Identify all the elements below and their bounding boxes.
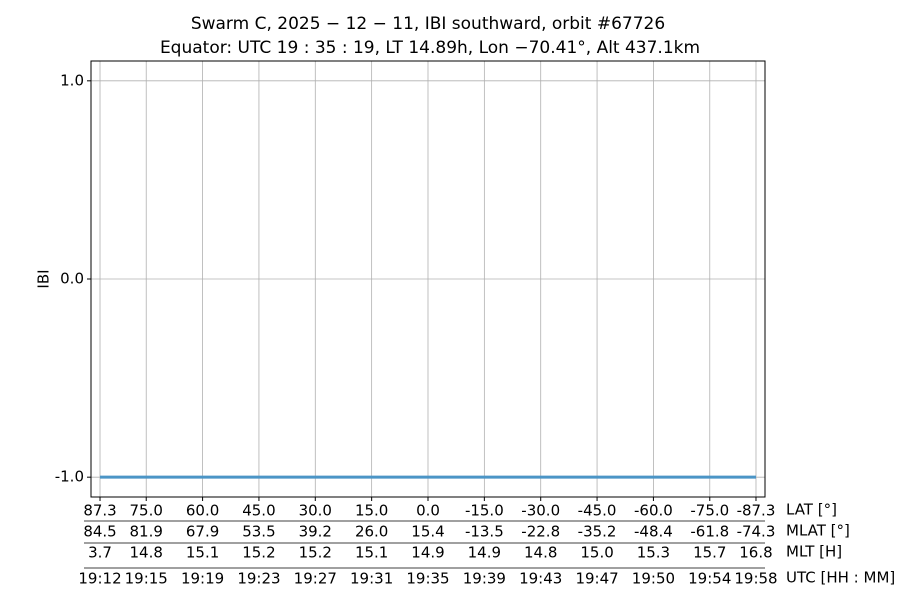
row-tick-label: 15.2 [242, 544, 275, 562]
x-tick-label: 0.0 [416, 502, 440, 520]
row-tick-label: 81.9 [130, 523, 163, 541]
y-tick-label: 1.0 [60, 71, 84, 89]
chart-subtitle: Equator: UTC 19 : 35 : 19, LT 14.89h, Lo… [160, 38, 700, 58]
x-tick-label: 30.0 [299, 502, 332, 520]
x-axis-label: LAT [°] [786, 501, 837, 519]
row-tick-label: 14.9 [468, 544, 501, 562]
row-tick-label: 15.1 [355, 544, 388, 562]
row-tick-label: 53.5 [242, 523, 275, 541]
row-tick-label: 15.0 [580, 544, 613, 562]
row-tick-label: 14.8 [524, 544, 557, 562]
row-tick-label: 15.3 [637, 544, 670, 562]
row-tick-label: 19:15 [125, 570, 168, 588]
x-tick-label: -75.0 [690, 502, 729, 520]
row-tick-label: 15.7 [693, 544, 726, 562]
row-tick-label: 19:23 [237, 570, 280, 588]
row-tick-label: -22.8 [521, 523, 560, 541]
chart-title: Swarm C, 2025 − 12 − 11, IBI southward, … [191, 14, 665, 34]
row-tick-label: -61.8 [690, 523, 729, 541]
x-tick-label: 15.0 [355, 502, 388, 520]
row-tick-label: -13.5 [465, 523, 504, 541]
row-tick-label: 84.5 [83, 523, 116, 541]
row-tick-label: 19:50 [632, 570, 675, 588]
x-tick-label: 87.3 [83, 502, 116, 520]
row-tick-label: 19:39 [463, 570, 506, 588]
row-tick-label: 19:12 [78, 570, 121, 588]
x-tick-label: -45.0 [578, 502, 617, 520]
row-tick-label: 15.4 [411, 523, 444, 541]
row-tick-label: 14.9 [411, 544, 444, 562]
row-tick-label: 19:43 [519, 570, 562, 588]
x-tick-label: 75.0 [130, 502, 163, 520]
plot-frame [90, 60, 766, 498]
row-tick-label: 67.9 [186, 523, 219, 541]
row-label: MLAT [°] [786, 522, 850, 540]
x-tick-label: -15.0 [465, 502, 504, 520]
row-tick-label: 26.0 [355, 523, 388, 541]
y-tick-label: 0.0 [60, 270, 84, 288]
y-tick-label: -1.0 [55, 468, 84, 486]
row-tick-label: 19:27 [294, 570, 337, 588]
row-tick-label: 14.8 [130, 544, 163, 562]
row-tick-label: 19:54 [688, 570, 731, 588]
row-tick-label: 3.7 [88, 544, 112, 562]
row-tick-label: 19:19 [181, 570, 224, 588]
x-tick-label: -60.0 [634, 502, 673, 520]
row-label: UTC [HH : MM] [786, 569, 895, 587]
row-tick-label: 15.1 [186, 544, 219, 562]
y-axis-label: IBI [35, 269, 53, 288]
row-tick-label: 19:47 [575, 570, 618, 588]
row-tick-label: 16.8 [739, 544, 772, 562]
row-tick-label: 19:35 [406, 570, 449, 588]
x-tick-label: 45.0 [242, 502, 275, 520]
row-tick-label: 19:58 [734, 570, 777, 588]
row-tick-label: 15.2 [299, 544, 332, 562]
x-tick-label: 60.0 [186, 502, 219, 520]
row-tick-label: -35.2 [578, 523, 617, 541]
row-tick-label: -48.4 [634, 523, 673, 541]
x-tick-label: -30.0 [521, 502, 560, 520]
row-tick-label: 39.2 [299, 523, 332, 541]
row-tick-label: -74.3 [737, 523, 776, 541]
row-label: MLT [H] [786, 543, 842, 561]
row-tick-label: 19:31 [350, 570, 393, 588]
x-tick-label: -87.3 [737, 502, 776, 520]
